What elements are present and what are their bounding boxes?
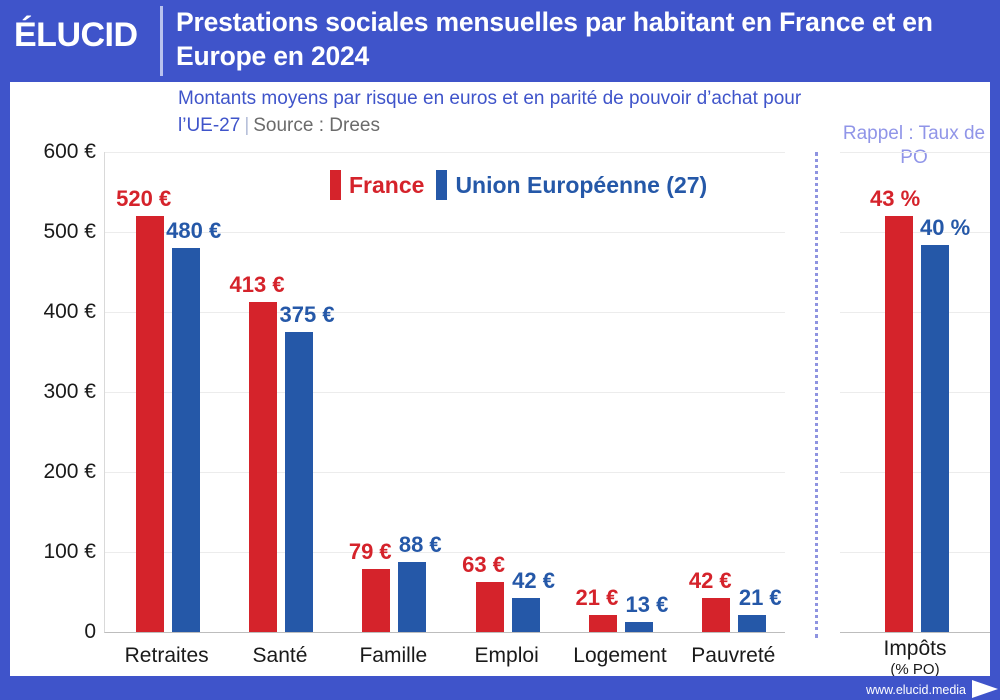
bar-value-label: 21 € [738,585,782,611]
gridline [840,552,990,553]
bar-value-label: 21 € [575,585,619,611]
x-axis-label-famille: Famille [359,644,428,667]
main-plot-area: 520 €480 €413 €375 €79 €88 €63 €42 €21 €… [104,152,785,633]
footer-bar: www.elucid.media [0,676,1000,700]
gridline [840,392,990,393]
y-axis: 0 100 € 200 € 300 € 400 € 500 € 600 € [10,140,96,643]
bar-value-label: 480 € [166,218,222,243]
elucid-logo: ÉLUCID [14,16,138,54]
bar-value-label: 520 € [116,186,172,211]
bar-france-famille[interactable] [362,568,391,632]
gridline [105,552,785,553]
y-axis-tick-label: 600 € [43,140,96,163]
x-axis-label-pauvreté: Pauvreté [691,644,776,667]
bar-value-label: 79 € [348,538,392,564]
gridline [840,232,990,233]
bar-france-retraites[interactable] [135,216,164,632]
bar-value-label: 42 € [512,568,555,594]
bar-eu-famille[interactable] [398,561,427,632]
x-axis-label-emploi: Emploi [474,644,539,667]
subtitle-separator: | [244,114,250,136]
chart-source: Source : Drees [253,114,380,136]
subtitle-text: Montants moyens par risque en euros et e… [178,88,802,136]
panel-divider [815,152,818,638]
arrow-icon [972,680,998,698]
gridline [105,152,785,153]
legend-swatch-eu [436,170,448,200]
chart-legend: France Union Européenne (27) [330,170,707,200]
bar-value-label: 63 € [462,551,505,577]
y-axis-tick-label: 0 [84,620,96,643]
y-axis-tick-label: 200 € [43,460,96,483]
gridline [105,232,785,233]
legend-label-france: France [349,171,425,198]
right-x-axis-label: Impôts (% PO) [840,637,990,679]
footer-url-label: www.elucid.media [865,683,966,697]
x-axis-label-santé: Santé [252,644,308,667]
legend-item-eu: Union Européenne (27) [436,170,707,200]
bar-france-emploi[interactable] [475,581,504,632]
bar-value-label: 413 € [229,271,285,297]
bar-france-logement[interactable] [589,615,617,632]
bar-value-label: 13 € [625,591,669,617]
chart-subtitle: Montants moyens par risque en euros et e… [178,86,818,140]
gridline [840,312,990,313]
gridline [840,152,990,153]
bar-value-label: 43 % [870,186,921,211]
right-category-label: Impôts [883,637,947,660]
bar-france-santé[interactable] [249,301,277,632]
legend-label-eu: Union Européenne (27) [455,171,708,198]
gridline [840,472,990,473]
header-bar: ÉLUCID Prestations sociales mensuelles p… [0,0,1000,82]
gridline [105,472,785,473]
bar-france-impots[interactable] [885,216,913,632]
bar-eu-impots[interactable] [921,245,949,632]
bar-eu-logement[interactable] [625,621,653,632]
y-axis-tick-label: 300 € [43,380,96,403]
bar-eu-pauvreté[interactable] [738,615,767,632]
legend-swatch-france [330,170,341,200]
page-title: Prestations sociales mensuelles par habi… [176,7,933,71]
y-axis-tick-label: 100 € [43,540,96,563]
bar-value-label: 42 € [688,568,732,594]
gridline [105,312,785,313]
y-axis-tick-label: 500 € [43,220,96,243]
bar-eu-santé[interactable] [285,332,313,632]
right-plot-area: 43 % 40 % [840,152,990,633]
chart-card: Montants moyens par risque en euros et e… [10,82,990,679]
x-axis-label-retraites: Retraites [124,644,209,667]
bar-value-label: 40 % [920,215,971,241]
gridline [105,392,785,393]
bar-eu-retraites[interactable] [171,248,200,632]
right-category-sublabel: (% PO) [890,661,940,679]
x-axis-label-logement: Logement [573,644,667,667]
bar-value-label: 375 € [279,302,335,327]
header-divider [160,6,163,76]
bar-france-pauvreté[interactable] [702,598,731,632]
bar-value-label: 88 € [398,531,442,557]
legend-item-france: France [330,170,424,200]
bar-eu-emploi[interactable] [511,598,540,632]
y-axis-tick-label: 400 € [43,300,96,323]
